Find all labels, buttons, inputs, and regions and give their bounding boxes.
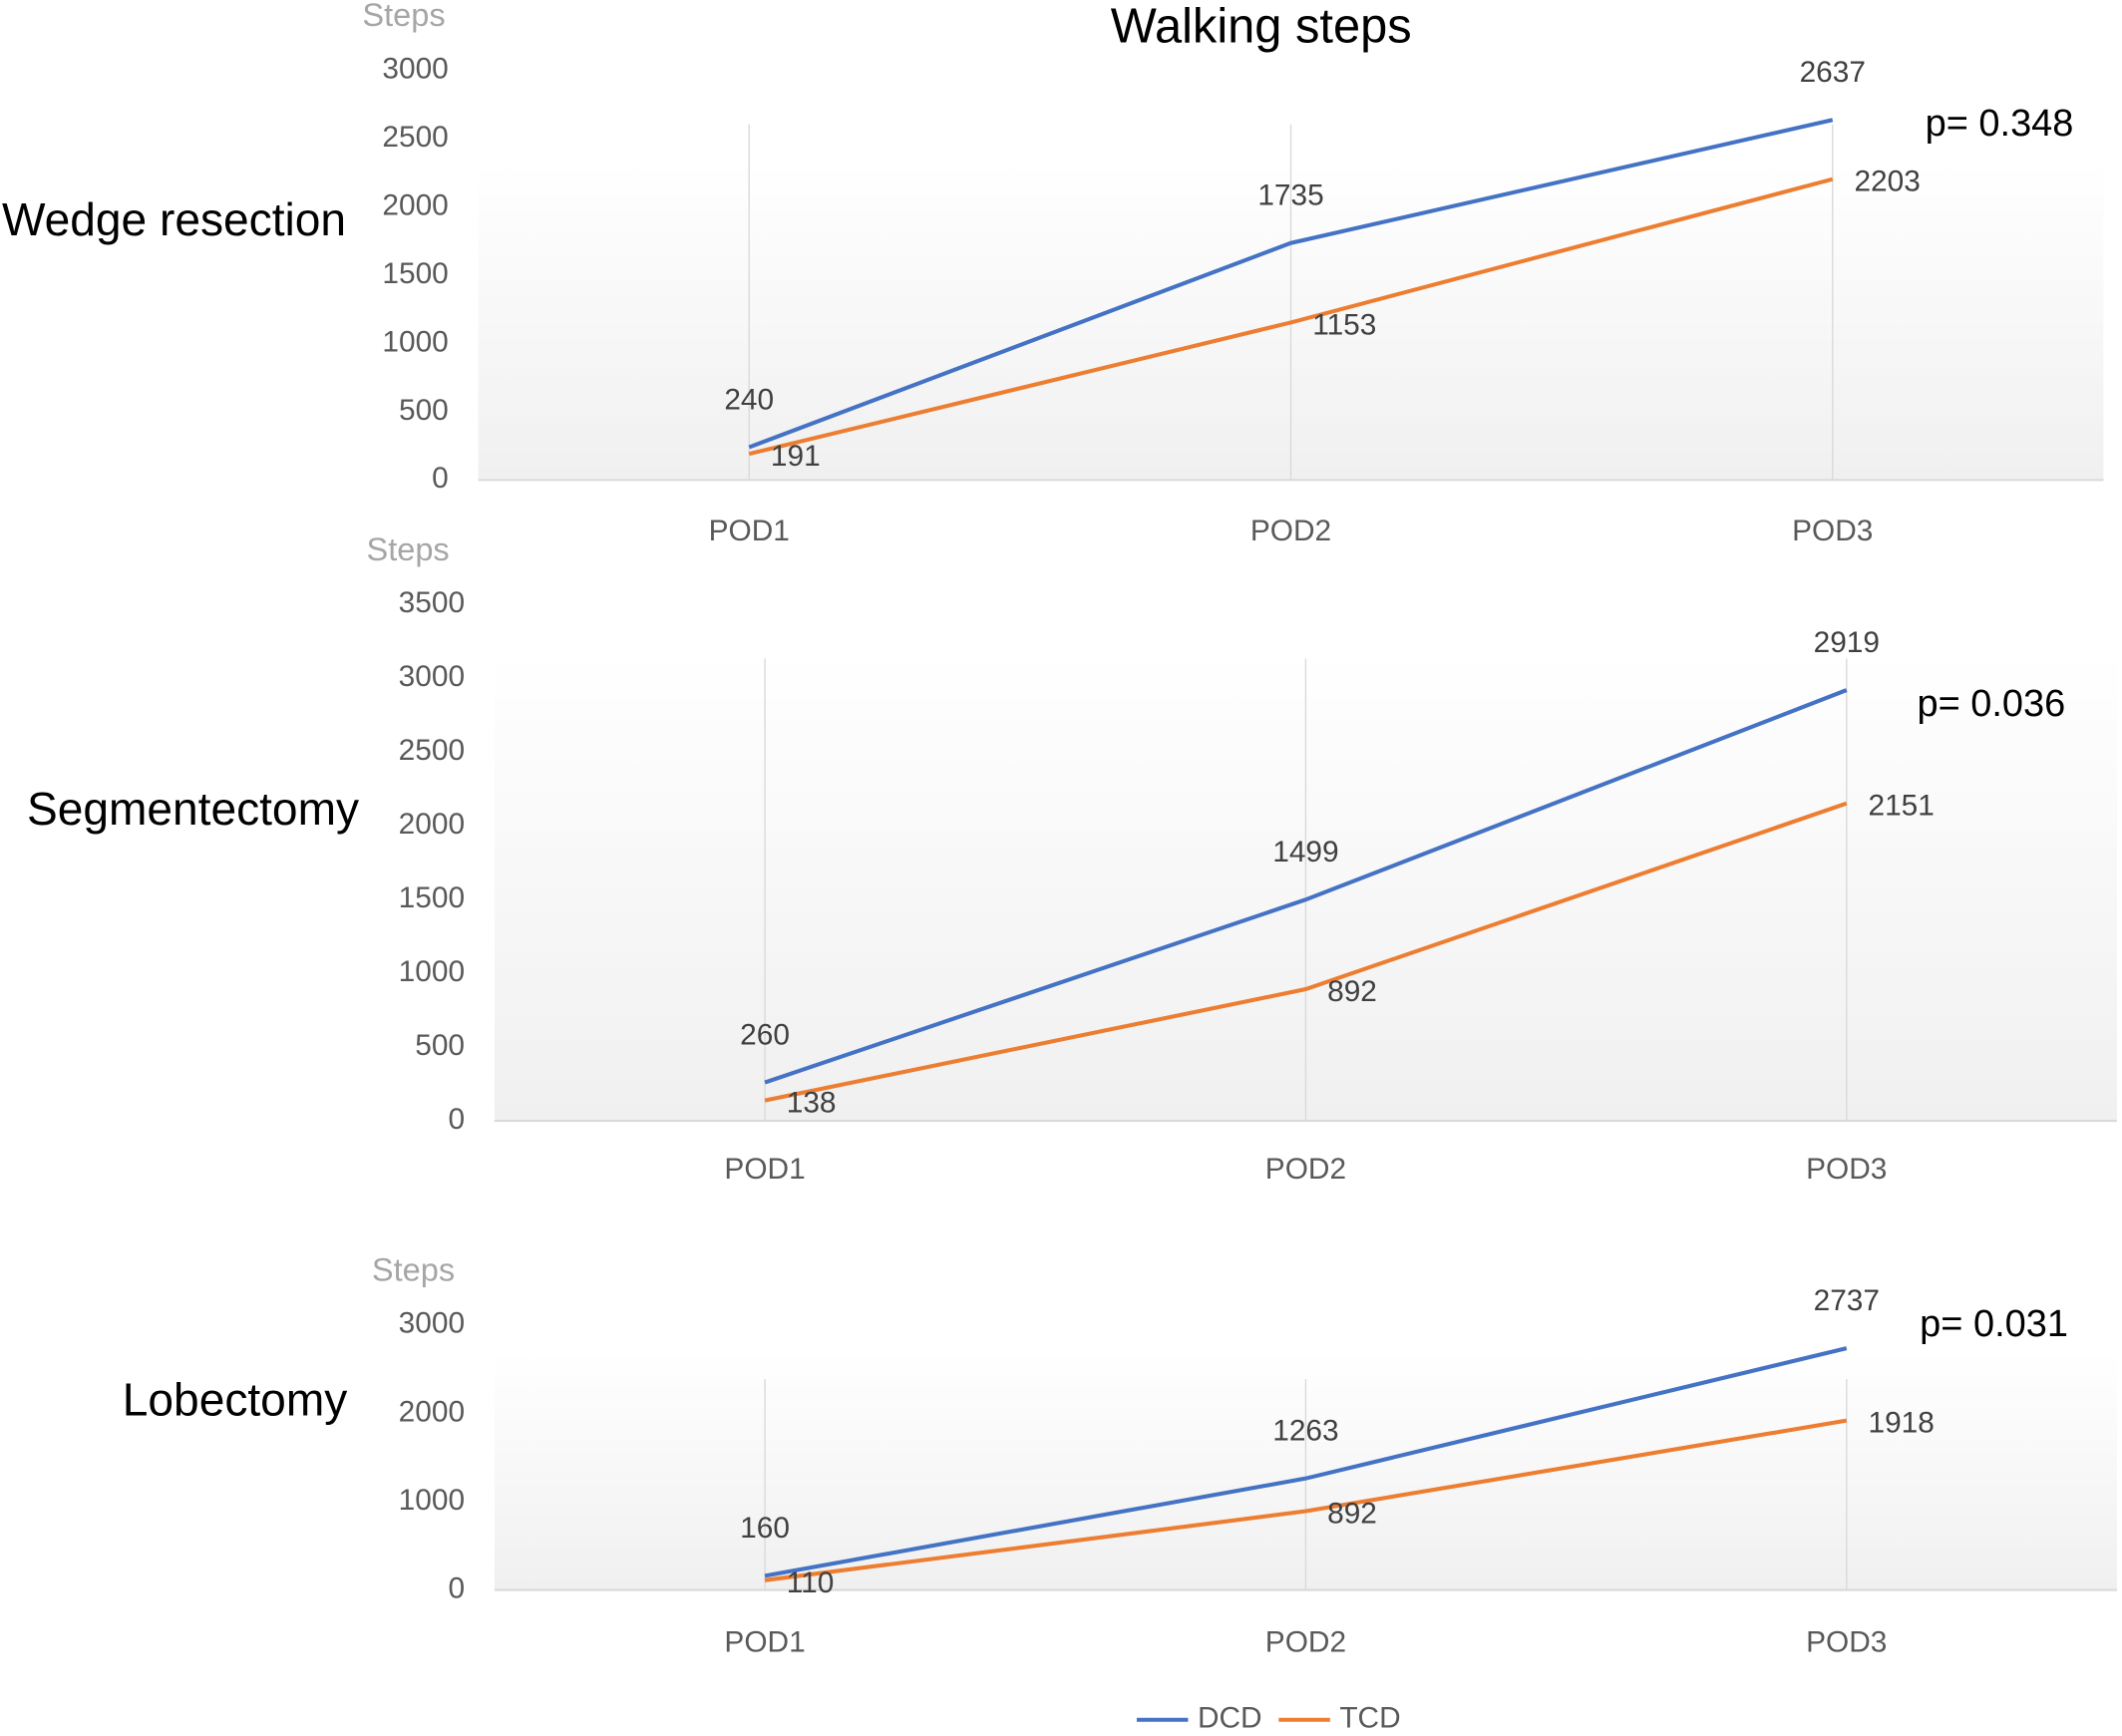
y-tick-label: 2000 [399, 808, 465, 841]
y-tick-label: 2000 [399, 1395, 465, 1428]
x-tick-label: POD1 [709, 515, 790, 547]
x-tick-label: POD1 [724, 1153, 805, 1186]
data-label: 138 [787, 1087, 837, 1120]
legend-label: DCD [1198, 1702, 1262, 1735]
y-tick-label: 1000 [399, 955, 465, 988]
row-label: Lobectomy [123, 1374, 347, 1426]
y-tick-label: 0 [432, 462, 449, 495]
data-label: 892 [1327, 1497, 1377, 1530]
x-tick-label: POD2 [1265, 1153, 1346, 1186]
data-label: 2637 [1800, 56, 1866, 89]
data-label: 2737 [1814, 1284, 1880, 1317]
y-tick-label: 3000 [382, 52, 448, 85]
data-label: 2151 [1868, 790, 1934, 823]
data-label: 191 [771, 440, 821, 473]
y-tick-label: 3000 [399, 1307, 465, 1340]
x-tick-label: POD3 [1806, 1626, 1887, 1659]
series-line [764, 1346, 1848, 1578]
y-tick-label: 1000 [399, 1484, 465, 1517]
y-axis-label: Steps [362, 0, 445, 33]
series-line [748, 118, 1834, 450]
y-tick-label: 0 [448, 1571, 465, 1604]
series-line [764, 801, 1848, 1103]
row-label: Segmentectomy [27, 783, 359, 835]
annotation: p= 0.031 [1920, 1303, 2068, 1345]
annotation: p= 0.036 [1917, 683, 2065, 725]
x-tick-label: POD1 [724, 1626, 805, 1659]
x-tick-label: POD3 [1806, 1153, 1887, 1186]
data-label: 892 [1327, 975, 1377, 1008]
y-tick-label: 1500 [399, 881, 465, 914]
y-tick-label: 0 [448, 1103, 465, 1136]
data-label: 240 [724, 383, 774, 416]
y-tick-label: 2000 [382, 188, 448, 221]
data-label: 110 [787, 1566, 835, 1599]
y-tick-label: 2500 [399, 734, 465, 767]
legend-label: TCD [1339, 1702, 1400, 1735]
data-label: 160 [740, 1512, 790, 1545]
y-tick-label: 3000 [399, 660, 465, 693]
data-label: 2919 [1814, 626, 1880, 659]
series-line [764, 688, 1848, 1085]
data-label: 1153 [1312, 308, 1376, 341]
data-label: 2203 [1854, 166, 1920, 198]
row-label: Wedge resection [2, 193, 346, 245]
y-tick-label: 3500 [399, 586, 465, 619]
y-tick-label: 1000 [382, 325, 448, 358]
y-tick-label: 1500 [382, 257, 448, 290]
page-title: Walking steps [1111, 0, 1412, 54]
y-axis-label: Steps [372, 1252, 455, 1288]
data-label: 260 [740, 1018, 790, 1051]
x-tick-label: POD2 [1250, 515, 1331, 547]
y-axis-label: Steps [366, 531, 449, 567]
x-tick-label: POD2 [1265, 1626, 1346, 1659]
y-tick-label: 500 [399, 394, 449, 427]
data-label: 1735 [1257, 179, 1323, 212]
series-line [748, 176, 1834, 457]
data-label: 1918 [1868, 1407, 1934, 1440]
y-tick-label: 500 [415, 1029, 465, 1062]
x-tick-label: POD3 [1792, 515, 1873, 547]
data-label: 1499 [1272, 836, 1338, 868]
y-tick-label: 2500 [382, 121, 448, 154]
data-label: 1263 [1272, 1414, 1338, 1447]
annotation: p= 0.348 [1926, 103, 2074, 145]
series-line [764, 1418, 1848, 1582]
